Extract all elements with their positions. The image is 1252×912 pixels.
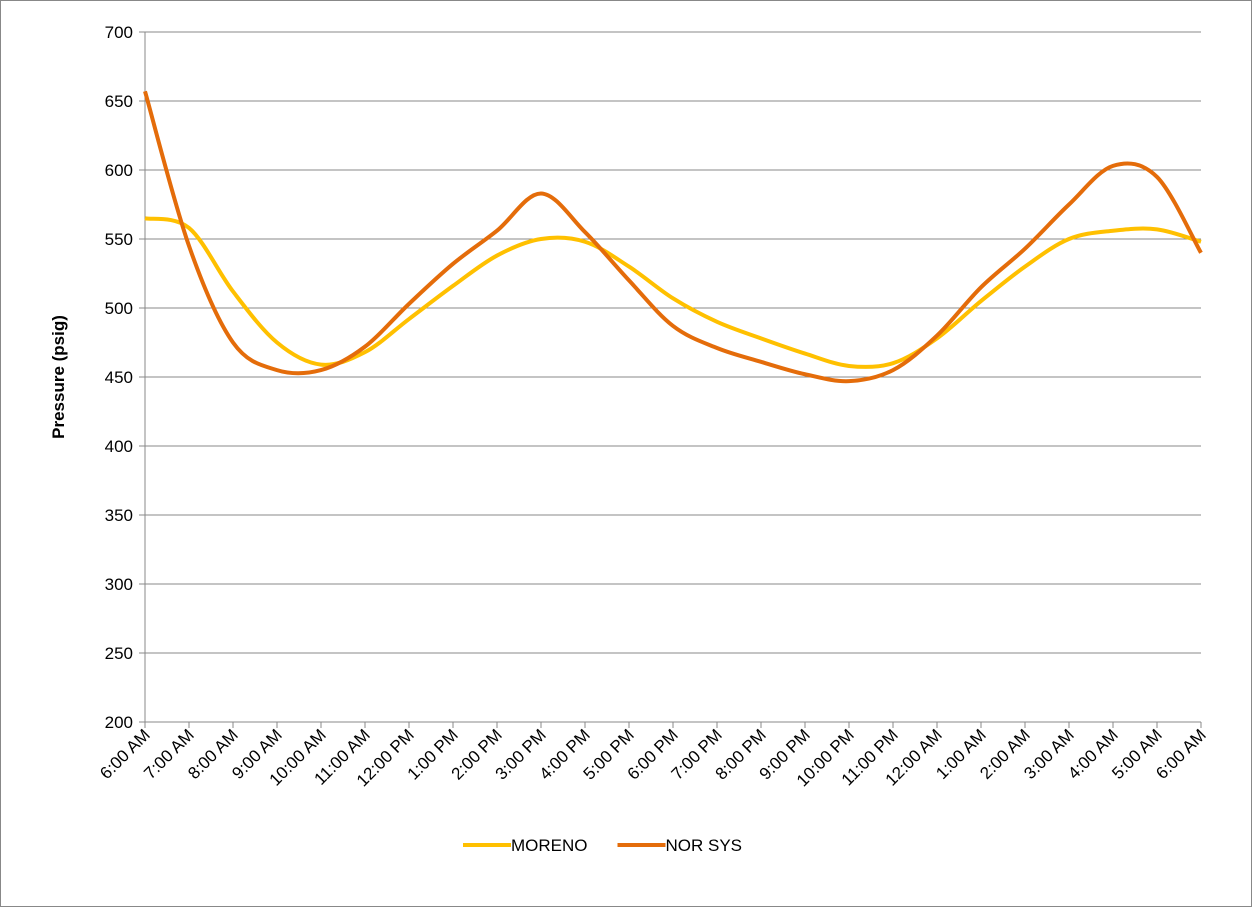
y-tick-label: 500 <box>105 299 133 318</box>
y-tick-label: 450 <box>105 368 133 387</box>
legend-label: MORENO <box>511 836 588 855</box>
y-axis-title: Pressure (psig) <box>49 315 68 439</box>
y-tick-label: 650 <box>105 92 133 111</box>
y-tick-label: 250 <box>105 644 133 663</box>
series-line <box>143 90 1203 384</box>
y-tick-label: 300 <box>105 575 133 594</box>
series-line <box>144 216 1202 370</box>
y-tick-label: 350 <box>105 506 133 525</box>
y-tick-label: 400 <box>105 437 133 456</box>
y-tick-label: 600 <box>105 161 133 180</box>
y-tick-label: 200 <box>105 713 133 732</box>
y-tick-label: 700 <box>105 23 133 42</box>
y-tick-label: 550 <box>105 230 133 249</box>
legend-label: NOR SYS <box>666 836 743 855</box>
